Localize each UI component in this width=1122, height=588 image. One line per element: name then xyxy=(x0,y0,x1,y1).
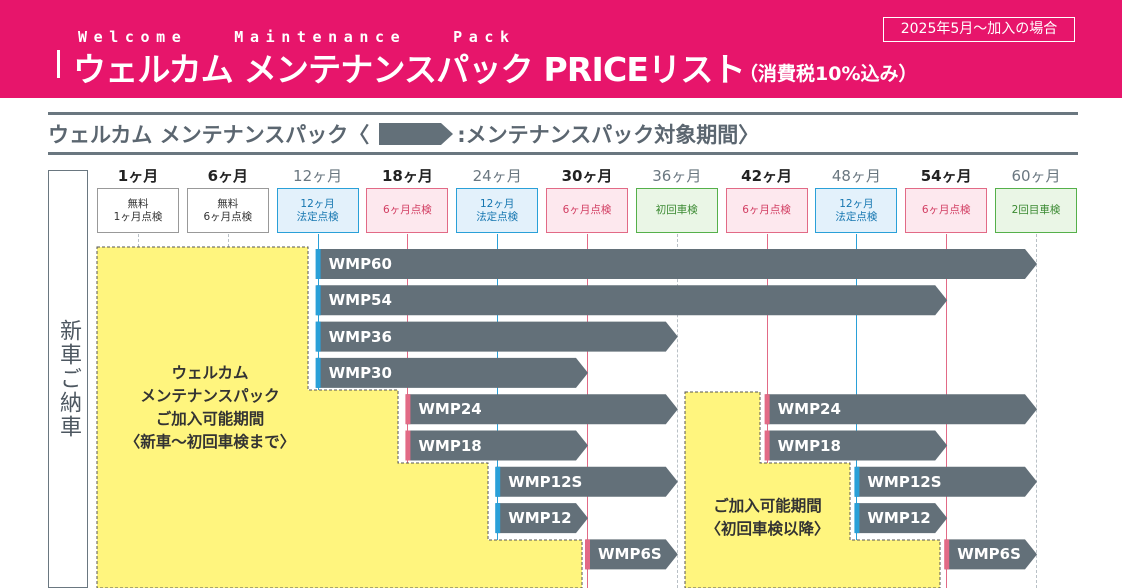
new-car-delivery-label: 新車ご納車 xyxy=(48,170,88,588)
pack-start-marker xyxy=(764,430,770,461)
pack-bar-label: WMP6S xyxy=(598,545,662,564)
subheading-rule-bottom xyxy=(48,152,1078,155)
service-box: 12ヶ月 法定点検 xyxy=(276,188,359,233)
service-box: 無料 6ヶ月点検 xyxy=(186,188,269,233)
pack-bar xyxy=(855,466,1037,497)
eligibility-region-new-car xyxy=(96,246,583,588)
subheading-suffix: :メンテナンスパック対象期間〉 xyxy=(457,123,760,147)
month-label: 1ヶ月 xyxy=(117,167,159,185)
pack-start-marker xyxy=(944,539,950,570)
pack-bar xyxy=(855,503,948,534)
header-english-title: Welcome Maintenance Pack xyxy=(78,28,516,46)
pack-bar-label: WMP12S xyxy=(867,472,942,491)
pack-start-marker xyxy=(405,430,411,461)
month-label: 6ヶ月 xyxy=(207,167,249,185)
eligibility-text-after-inspection: ご加入可能期間 〈初回車検以降〉 xyxy=(705,497,830,538)
pack-start-marker xyxy=(315,321,321,352)
pack-bar-label: WMP54 xyxy=(328,291,392,310)
subheading-prefix: ウェルカム メンテナンスパック〈 xyxy=(48,123,370,147)
pack-start-marker xyxy=(315,285,321,316)
service-box: 6ヶ月点検 xyxy=(546,188,628,233)
month-label: 30ヶ月 xyxy=(561,167,613,185)
service-box: 12ヶ月 法定点検 xyxy=(456,188,539,233)
pack-bar-label: WMP12S xyxy=(508,472,583,491)
month-label: 60ヶ月 xyxy=(1011,167,1061,185)
subheading: ウェルカム メンテナンスパック〈 :メンテナンスパック対象期間〉 xyxy=(48,119,759,149)
pack-bar xyxy=(406,430,588,461)
pack-bar-label: WMP12 xyxy=(867,509,931,528)
month-gridline xyxy=(1036,234,1037,588)
pack-bar-label: WMP6S xyxy=(957,545,1021,564)
month-label: 24ヶ月 xyxy=(472,167,522,185)
pack-bar xyxy=(765,430,948,461)
service-box: 12ヶ月 法定点検 xyxy=(815,188,898,233)
pack-start-marker xyxy=(764,394,770,425)
pack-bar-label: WMP18 xyxy=(418,436,482,455)
month-gridline xyxy=(676,234,678,588)
pack-bar xyxy=(765,394,1037,425)
header-banner: Welcome Maintenance Pack ウェルカム メンテナンスパック… xyxy=(0,0,1122,98)
pack-bar xyxy=(316,357,588,388)
service-box: 6ヶ月点検 xyxy=(905,188,988,233)
tax-note: （消費税10%込み） xyxy=(739,63,918,85)
pack-start-marker xyxy=(315,249,321,279)
eligibility-region-after-inspection xyxy=(684,391,941,588)
pack-bar xyxy=(316,321,678,352)
month-label: 48ヶ月 xyxy=(831,167,881,185)
pack-bar-label: WMP30 xyxy=(328,363,392,382)
pack-bar-label: WMP24 xyxy=(418,400,482,419)
month-label: 18ヶ月 xyxy=(381,167,433,185)
pack-start-marker xyxy=(405,394,411,425)
pack-bar xyxy=(496,503,588,534)
pack-bar-label: WMP18 xyxy=(777,436,841,455)
pack-bar xyxy=(496,466,678,497)
pack-start-marker xyxy=(854,466,860,497)
pack-start-marker xyxy=(585,539,590,570)
subheading-rule-top xyxy=(48,112,1078,115)
pack-start-marker xyxy=(495,466,501,497)
service-box: 6ヶ月点検 xyxy=(725,188,808,233)
pack-start-marker xyxy=(854,503,860,534)
month-label: 42ヶ月 xyxy=(741,167,793,185)
pack-bar xyxy=(316,285,948,316)
pack-bar xyxy=(945,539,1037,570)
pack-bar-label: WMP12 xyxy=(508,509,572,528)
pack-bar xyxy=(406,394,678,425)
month-label: 36ヶ月 xyxy=(652,167,702,185)
pack-bar-label: WMP24 xyxy=(777,400,841,419)
service-box: 6ヶ月点検 xyxy=(366,188,449,233)
service-box: 初回車検 xyxy=(635,188,718,233)
pack-bar-label: WMP60 xyxy=(328,255,392,273)
month-label: 12ヶ月 xyxy=(293,167,343,185)
pack-bar xyxy=(316,249,1038,279)
effective-date-badge: 2025年5月～加入の場合 xyxy=(883,17,1075,42)
pack-bar-label: WMP36 xyxy=(328,327,392,346)
month-label: 54ヶ月 xyxy=(920,167,972,185)
pack-start-marker xyxy=(495,503,501,534)
pack-bar xyxy=(586,539,678,570)
arrow-legend-icon xyxy=(379,123,454,145)
service-box: 2回目車検 xyxy=(995,188,1077,233)
page-title: ウェルカム メンテナンスパック PRICEリスト xyxy=(73,50,746,89)
service-box: 無料 1ヶ月点検 xyxy=(97,188,179,233)
pack-start-marker xyxy=(315,357,321,388)
header-accent-bar xyxy=(57,50,60,78)
eligibility-text-new-car: ウェルカム メンテナンスパック ご加入可能期間 〈新車～初回車検まで〉 xyxy=(124,364,296,451)
